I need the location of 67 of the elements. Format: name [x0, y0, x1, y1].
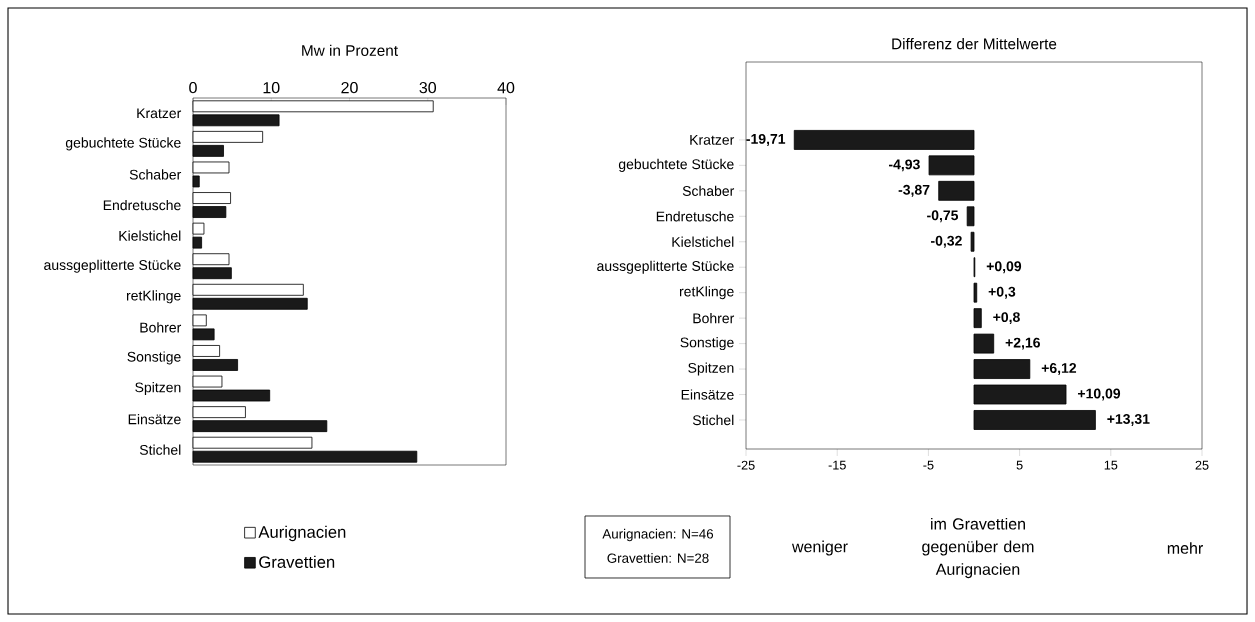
- data-label: -4,93: [888, 159, 920, 172]
- data-label: +0,8: [993, 312, 1020, 325]
- x-tick-label: -5: [923, 460, 934, 470]
- text: weniger: [791, 540, 848, 556]
- x-tick-label: 5: [1016, 460, 1023, 470]
- x-tick-label: -25: [737, 460, 755, 470]
- x-tick-label: 0: [189, 81, 197, 94]
- bar: [938, 180, 975, 201]
- bar: [973, 359, 1031, 379]
- text: mehr: [1167, 542, 1203, 554]
- bar: [966, 206, 975, 227]
- y-tick-label: Einsätze: [128, 413, 181, 425]
- data-label: +2,16: [1005, 337, 1040, 350]
- y-tick-label: Kratzer: [137, 108, 182, 119]
- bar: [973, 410, 1096, 430]
- y-tick-label: Schaber: [682, 185, 735, 196]
- x-tick-label: 15: [1104, 460, 1118, 470]
- y-tick-label: gebuchtete Stücke: [65, 137, 181, 151]
- data-label: +0,09: [986, 261, 1022, 274]
- legend-label: Aurignacien: [258, 525, 346, 542]
- data-label: +0,3: [988, 286, 1016, 299]
- y-tick-label: Kratzer: [690, 135, 735, 145]
- text: Aurignacien: N=46: [602, 528, 714, 542]
- y-tick-label: Stichel: [139, 444, 181, 455]
- chart-title: Mw in Prozent: [302, 44, 398, 56]
- y-tick-label: Stichel: [692, 414, 734, 426]
- y-tick-label: Sonstige: [127, 351, 181, 365]
- y-tick-label: Endretusche: [103, 199, 181, 211]
- text: Gravettien: N=28: [607, 553, 709, 563]
- y-tick-label: Einsätze: [681, 389, 734, 400]
- chart-title: Differenz der Mittelwerte: [892, 38, 1057, 50]
- bar: [928, 155, 975, 176]
- y-tick-label: Kielstichel: [672, 236, 734, 247]
- data-label: +6,12: [1041, 363, 1077, 376]
- x-tick-label: -15: [828, 460, 846, 470]
- y-tick-label: Kielstichel: [119, 230, 181, 241]
- y-tick-label: Schaber: [129, 169, 182, 180]
- data-label: +10,09: [1077, 388, 1121, 401]
- x-tick-label: 25: [1195, 460, 1209, 470]
- bar: [973, 333, 995, 354]
- y-tick-label: retKlinge: [126, 290, 181, 304]
- bar: [793, 130, 975, 150]
- bar: [973, 384, 1067, 405]
- data-label: -0,75: [927, 210, 959, 223]
- y-tick-label: retKlinge: [679, 286, 734, 300]
- bar: [970, 231, 975, 252]
- legend-label: Gravettien: [259, 555, 335, 568]
- bar: [973, 308, 982, 329]
- y-tick-label: aussgeplitterte Stücke: [597, 260, 734, 274]
- y-tick-label: Endretusche: [656, 211, 734, 222]
- y-tick-label: Spitzen: [135, 382, 181, 396]
- y-tick-label: Sonstige: [680, 337, 734, 351]
- y-tick-label: aussgeplitterte Stücke: [44, 259, 181, 273]
- y-tick-label: Spitzen: [688, 362, 734, 376]
- x-tick-label: 10: [263, 81, 280, 94]
- x-tick-label: 40: [497, 81, 515, 94]
- x-tick-label: 20: [341, 81, 358, 94]
- bar: [973, 282, 978, 303]
- text: im Gravettien gegenüber dem Aurignacien: [922, 517, 1034, 579]
- data-label: +13,31: [1107, 414, 1150, 426]
- y-tick-label: gebuchtete Stücke: [618, 158, 734, 172]
- data-label: -19,71: [746, 133, 786, 146]
- y-tick-label: Bohrer: [140, 322, 182, 333]
- y-tick-label: Bohrer: [693, 313, 735, 324]
- data-label: -3,87: [898, 184, 930, 197]
- data-label: -0,32: [931, 235, 962, 248]
- x-tick-label: 30: [419, 81, 437, 94]
